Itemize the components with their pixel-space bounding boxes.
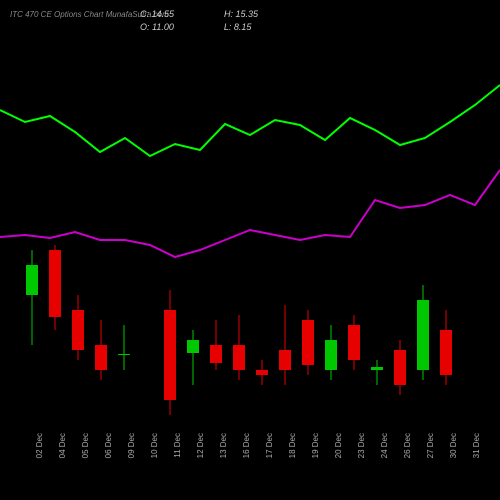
x-axis: 02 Dec 04 Dec 05 Dec 06 Dec 09 Dec 10 Dec 11 D… (20, 425, 480, 500)
x-axis-label: 17 Dec (265, 433, 274, 458)
x-axis-label: 13 Dec (219, 433, 228, 458)
x-axis-label: 06 Dec (104, 433, 113, 458)
ohlc-open: O: 11.00 (140, 21, 174, 34)
x-axis-label: 20 Dec (334, 433, 343, 458)
ohlc-low: L: 8.15 (224, 21, 252, 34)
candle-area (20, 205, 480, 425)
x-axis-label: 19 Dec (311, 433, 320, 458)
x-axis-label: 31 Dec (472, 433, 481, 458)
ohlc-block: C: 14.55 H: 15.35 O: 11.00 L: 8.15 (140, 8, 258, 33)
x-axis-label: 26 Dec (403, 433, 412, 458)
ohlc-high: H: 15.35 (224, 8, 258, 21)
top-line (0, 85, 500, 156)
x-axis-label: 04 Dec (58, 433, 67, 458)
x-axis-label: 18 Dec (288, 433, 297, 458)
ohlc-close: C: 14.55 (140, 8, 174, 21)
x-axis-label: 23 Dec (357, 433, 366, 458)
x-axis-label: 09 Dec (127, 433, 136, 458)
x-axis-label: 24 Dec (380, 433, 389, 458)
x-axis-label: 27 Dec (426, 433, 435, 458)
x-axis-label: 02 Dec (35, 433, 44, 458)
x-axis-label: 11 Dec (173, 433, 182, 458)
chart-area (0, 40, 500, 425)
x-axis-label: 30 Dec (449, 433, 458, 458)
x-axis-label: 05 Dec (81, 433, 90, 458)
x-axis-label: 10 Dec (150, 433, 159, 458)
x-axis-label: 16 Dec (242, 433, 251, 458)
x-axis-label: 12 Dec (196, 433, 205, 458)
